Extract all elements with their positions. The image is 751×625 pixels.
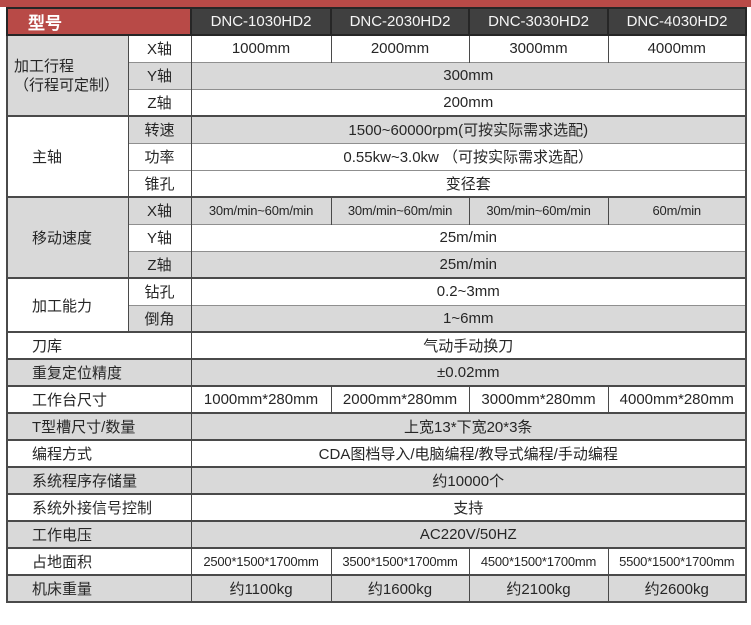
weight-value-2: 约1600kg	[330, 574, 470, 602]
capability-chamfer-label: 倒角	[127, 304, 192, 332]
external-signal-label: 系统外接信号控制	[6, 493, 192, 521]
capability-drill-value: 0.2~3mm	[190, 277, 747, 305]
feed-axis-label-y: Y轴	[127, 223, 192, 251]
spindle-taper-label: 锥孔	[127, 169, 192, 197]
spindle-power-label: 功率	[127, 142, 192, 170]
section-label-feed: 移动速度	[6, 196, 129, 278]
feed-y-value: 25m/min	[190, 223, 747, 251]
row-weight: 机床重量 约1100kg 约1600kg 约2100kg 约2600kg	[6, 574, 747, 602]
header-row: 型号 DNC-1030HD2 DNC-2030HD2 DNC-3030HD2 D…	[6, 7, 747, 36]
footprint-value-4: 5500*1500*1700mm	[607, 547, 747, 575]
worktable-size-value-3: 3000mm*280mm	[468, 385, 609, 413]
worktable-size-value-1: 1000mm*280mm	[190, 385, 332, 413]
axis-label-x: X轴	[127, 34, 192, 62]
row-travel-z: Z轴 200mm	[7, 88, 747, 116]
weight-value-3: 约2100kg	[468, 574, 609, 602]
row-programming: 编程方式 CDA图档导入/电脑编程/教导式编程/手动编程	[6, 439, 747, 467]
row-feed-y: Y轴 25m/min	[7, 223, 747, 251]
feed-x-value-2: 30m/min~60m/min	[330, 196, 470, 224]
row-worktable-size: 工作台尺寸 1000mm*280mm 2000mm*280mm 3000mm*2…	[6, 385, 747, 413]
t-slot-label: T型槽尺寸/数量	[6, 412, 192, 440]
weight-label: 机床重量	[6, 574, 192, 602]
section-label-travel: 加工行程 （行程可定制）	[6, 34, 129, 116]
feed-x-value-1: 30m/min~60m/min	[190, 196, 332, 224]
travel-note: （行程可定制）	[14, 76, 120, 94]
footprint-value-1: 2500*1500*1700mm	[190, 547, 332, 575]
row-capability-drill: 加工能力 钻孔 0.2~3mm	[6, 277, 747, 332]
row-spindle-speed: 主轴 转速 1500~60000rpm(可按实际需求选配)	[6, 115, 747, 197]
external-signal-value: 支持	[190, 493, 747, 521]
capability-chamfer-value: 1~6mm	[190, 304, 747, 332]
travel-z-value: 200mm	[190, 88, 747, 116]
feed-x-value-3: 30m/min~60m/min	[468, 196, 609, 224]
footprint-label: 占地面积	[6, 547, 192, 575]
model-corner-label: 型号	[6, 7, 192, 36]
program-storage-label: 系统程序存储量	[6, 466, 192, 494]
programming-label: 编程方式	[6, 439, 192, 467]
row-repeat-accuracy: 重复定位精度 ±0.02mm	[6, 358, 747, 386]
spindle-power-value: 0.55kw~3.0kw （可按实际需求选配）	[190, 142, 747, 170]
machine-spec-table: 型号 DNC-1030HD2 DNC-2030HD2 DNC-3030HD2 D…	[6, 7, 747, 603]
model-name-1: DNC-1030HD2	[190, 7, 332, 36]
worktable-size-label: 工作台尺寸	[6, 385, 192, 413]
row-program-storage: 系统程序存储量 约10000个	[6, 466, 747, 494]
travel-label: 加工行程	[14, 57, 75, 75]
worktable-size-value-4: 4000mm*280mm	[607, 385, 747, 413]
spindle-speed-label: 转速	[127, 115, 192, 143]
feed-axis-label-x: X轴	[127, 196, 192, 224]
model-name-4: DNC-4030HD2	[607, 7, 747, 36]
worktable-size-value-2: 2000mm*280mm	[330, 385, 470, 413]
row-footprint: 占地面积 2500*1500*1700mm 3500*1500*1700mm 4…	[6, 547, 747, 575]
row-feed-z: Z轴 25m/min	[7, 250, 747, 278]
voltage-label: 工作电压	[6, 520, 192, 548]
row-spindle-power: 功率 0.55kw~3.0kw （可按实际需求选配）	[7, 142, 747, 170]
travel-x-value-2: 2000mm	[330, 34, 470, 62]
capability-drill-label: 钻孔	[127, 277, 192, 305]
row-voltage: 工作电压 AC220V/50HZ	[6, 520, 747, 548]
spindle-speed-value: 1500~60000rpm(可按实际需求选配)	[190, 115, 747, 143]
row-external-signal: 系统外接信号控制 支持	[6, 493, 747, 521]
spindle-taper-value: 变径套	[190, 169, 747, 197]
travel-y-value: 300mm	[190, 61, 747, 89]
row-travel-y: Y轴 300mm	[7, 61, 747, 89]
feed-x-value-4: 60m/min	[607, 196, 747, 224]
weight-value-1: 约1100kg	[190, 574, 332, 602]
axis-label-z: Z轴	[127, 88, 192, 116]
footprint-value-2: 3500*1500*1700mm	[330, 547, 470, 575]
travel-x-value-3: 3000mm	[468, 34, 609, 62]
travel-x-value-1: 1000mm	[190, 34, 332, 62]
model-name-2: DNC-2030HD2	[330, 7, 470, 36]
feed-axis-label-z: Z轴	[127, 250, 192, 278]
tool-magazine-label: 刀库	[6, 331, 192, 359]
section-label-spindle: 主轴	[6, 115, 129, 197]
repeat-accuracy-label: 重复定位精度	[6, 358, 192, 386]
row-capability-chamfer: 倒角 1~6mm	[7, 304, 747, 332]
axis-label-y: Y轴	[127, 61, 192, 89]
feed-z-value: 25m/min	[190, 250, 747, 278]
row-t-slot: T型槽尺寸/数量 上宽13*下宽20*3条	[6, 412, 747, 440]
voltage-value: AC220V/50HZ	[190, 520, 747, 548]
weight-value-4: 约2600kg	[607, 574, 747, 602]
row-spindle-taper: 锥孔 变径套	[7, 169, 747, 197]
row-travel-x: 加工行程 （行程可定制） X轴 1000mm 2000mm 3000mm 400…	[6, 34, 747, 116]
row-feed-x: 移动速度 X轴 30m/min~60m/min 30m/min~60m/min …	[6, 196, 747, 278]
t-slot-value: 上宽13*下宽20*3条	[190, 412, 747, 440]
travel-x-value-4: 4000mm	[607, 34, 747, 62]
model-name-3: DNC-3030HD2	[468, 7, 609, 36]
program-storage-value: 约10000个	[190, 466, 747, 494]
footprint-value-3: 4500*1500*1700mm	[468, 547, 609, 575]
section-label-capability: 加工能力	[6, 277, 129, 332]
programming-value: CDA图档导入/电脑编程/教导式编程/手动编程	[190, 439, 747, 467]
row-tool-magazine: 刀库 气动手动换刀	[6, 331, 747, 359]
repeat-accuracy-value: ±0.02mm	[190, 358, 747, 386]
top-accent-bar	[0, 0, 751, 7]
tool-magazine-value: 气动手动换刀	[190, 331, 747, 359]
